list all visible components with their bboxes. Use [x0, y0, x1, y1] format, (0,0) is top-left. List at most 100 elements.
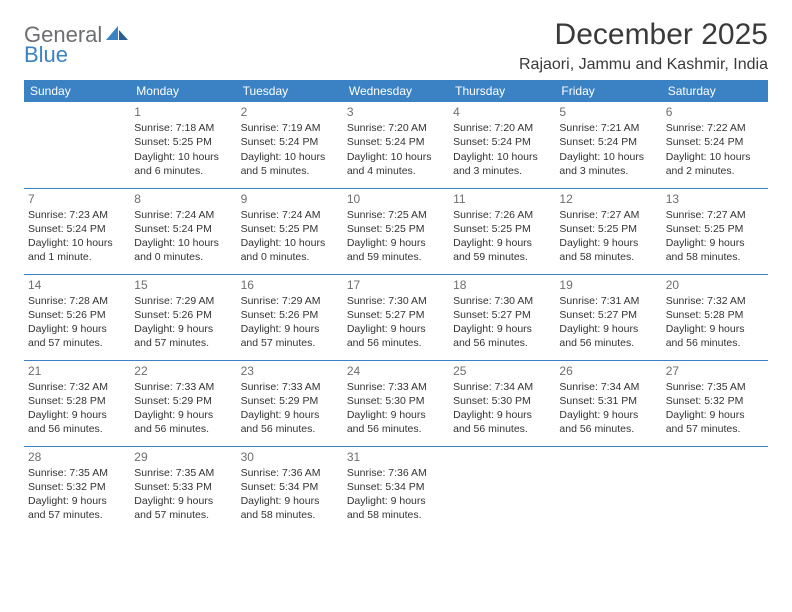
calendar-day-cell: 16Sunrise: 7:29 AMSunset: 5:26 PMDayligh…: [237, 274, 343, 360]
daylight-text: Daylight: 9 hours and 57 minutes.: [134, 322, 232, 350]
calendar-day-cell: 19Sunrise: 7:31 AMSunset: 5:27 PMDayligh…: [555, 274, 661, 360]
sunset-text: Sunset: 5:24 PM: [559, 135, 657, 149]
calendar-day-cell: 5Sunrise: 7:21 AMSunset: 5:24 PMDaylight…: [555, 102, 661, 188]
sunrise-text: Sunrise: 7:23 AM: [28, 208, 126, 222]
sunrise-text: Sunrise: 7:26 AM: [453, 208, 551, 222]
day-number: 21: [28, 363, 126, 379]
sunset-text: Sunset: 5:26 PM: [28, 308, 126, 322]
sunset-text: Sunset: 5:25 PM: [241, 222, 339, 236]
calendar-day-cell: 22Sunrise: 7:33 AMSunset: 5:29 PMDayligh…: [130, 360, 236, 446]
daylight-text: Daylight: 10 hours and 3 minutes.: [559, 150, 657, 178]
daylight-text: Daylight: 10 hours and 6 minutes.: [134, 150, 232, 178]
brand-subline: Blue: [24, 42, 68, 68]
calendar-day-cell: 1Sunrise: 7:18 AMSunset: 5:25 PMDaylight…: [130, 102, 236, 188]
day-number: 20: [666, 277, 764, 293]
calendar-day-cell: [555, 446, 661, 532]
calendar-day-cell: 15Sunrise: 7:29 AMSunset: 5:26 PMDayligh…: [130, 274, 236, 360]
sunrise-text: Sunrise: 7:35 AM: [666, 380, 764, 394]
day-number: 17: [347, 277, 445, 293]
sunrise-text: Sunrise: 7:25 AM: [347, 208, 445, 222]
day-number: 1: [134, 104, 232, 120]
sunset-text: Sunset: 5:24 PM: [666, 135, 764, 149]
sunrise-text: Sunrise: 7:28 AM: [28, 294, 126, 308]
calendar-day-cell: 10Sunrise: 7:25 AMSunset: 5:25 PMDayligh…: [343, 188, 449, 274]
daylight-text: Daylight: 9 hours and 56 minutes.: [347, 408, 445, 436]
calendar-day-cell: 20Sunrise: 7:32 AMSunset: 5:28 PMDayligh…: [662, 274, 768, 360]
calendar-day-cell: 11Sunrise: 7:26 AMSunset: 5:25 PMDayligh…: [449, 188, 555, 274]
page-header: General December 2025 Rajaori, Jammu and…: [24, 18, 768, 74]
daylight-text: Daylight: 10 hours and 3 minutes.: [453, 150, 551, 178]
day-header: Saturday: [662, 80, 768, 102]
daylight-text: Daylight: 9 hours and 56 minutes.: [559, 322, 657, 350]
calendar-week-row: 21Sunrise: 7:32 AMSunset: 5:28 PMDayligh…: [24, 360, 768, 446]
sunrise-text: Sunrise: 7:27 AM: [666, 208, 764, 222]
daylight-text: Daylight: 9 hours and 57 minutes.: [241, 322, 339, 350]
calendar-week-row: 14Sunrise: 7:28 AMSunset: 5:26 PMDayligh…: [24, 274, 768, 360]
day-number: 8: [134, 191, 232, 207]
sunset-text: Sunset: 5:27 PM: [347, 308, 445, 322]
daylight-text: Daylight: 9 hours and 56 minutes.: [241, 408, 339, 436]
day-number: 23: [241, 363, 339, 379]
day-number: 9: [241, 191, 339, 207]
sunset-text: Sunset: 5:24 PM: [453, 135, 551, 149]
sunrise-text: Sunrise: 7:24 AM: [134, 208, 232, 222]
calendar-day-cell: 31Sunrise: 7:36 AMSunset: 5:34 PMDayligh…: [343, 446, 449, 532]
day-number: 30: [241, 449, 339, 465]
sunrise-text: Sunrise: 7:36 AM: [241, 466, 339, 480]
sunrise-text: Sunrise: 7:22 AM: [666, 121, 764, 135]
sunset-text: Sunset: 5:24 PM: [134, 222, 232, 236]
sunrise-text: Sunrise: 7:24 AM: [241, 208, 339, 222]
daylight-text: Daylight: 10 hours and 5 minutes.: [241, 150, 339, 178]
day-number: 25: [453, 363, 551, 379]
calendar-day-cell: 17Sunrise: 7:30 AMSunset: 5:27 PMDayligh…: [343, 274, 449, 360]
sunset-text: Sunset: 5:30 PM: [453, 394, 551, 408]
sunset-text: Sunset: 5:25 PM: [666, 222, 764, 236]
calendar-week-row: 7Sunrise: 7:23 AMSunset: 5:24 PMDaylight…: [24, 188, 768, 274]
sunrise-text: Sunrise: 7:30 AM: [453, 294, 551, 308]
calendar-day-cell: 2Sunrise: 7:19 AMSunset: 5:24 PMDaylight…: [237, 102, 343, 188]
daylight-text: Daylight: 10 hours and 2 minutes.: [666, 150, 764, 178]
daylight-text: Daylight: 10 hours and 0 minutes.: [134, 236, 232, 264]
sunset-text: Sunset: 5:33 PM: [134, 480, 232, 494]
calendar-day-cell: [662, 446, 768, 532]
sunrise-text: Sunrise: 7:30 AM: [347, 294, 445, 308]
calendar-day-cell: 28Sunrise: 7:35 AMSunset: 5:32 PMDayligh…: [24, 446, 130, 532]
calendar-day-cell: 21Sunrise: 7:32 AMSunset: 5:28 PMDayligh…: [24, 360, 130, 446]
calendar-day-cell: 3Sunrise: 7:20 AMSunset: 5:24 PMDaylight…: [343, 102, 449, 188]
day-number: 31: [347, 449, 445, 465]
sunrise-text: Sunrise: 7:27 AM: [559, 208, 657, 222]
daylight-text: Daylight: 9 hours and 58 minutes.: [559, 236, 657, 264]
day-number: 15: [134, 277, 232, 293]
daylight-text: Daylight: 9 hours and 56 minutes.: [28, 408, 126, 436]
calendar-day-cell: 24Sunrise: 7:33 AMSunset: 5:30 PMDayligh…: [343, 360, 449, 446]
day-number: 14: [28, 277, 126, 293]
day-header: Monday: [130, 80, 236, 102]
brand-sail-icon: [106, 24, 128, 47]
daylight-text: Daylight: 10 hours and 1 minute.: [28, 236, 126, 264]
daylight-text: Daylight: 9 hours and 58 minutes.: [347, 494, 445, 522]
sunset-text: Sunset: 5:26 PM: [134, 308, 232, 322]
daylight-text: Daylight: 9 hours and 56 minutes.: [559, 408, 657, 436]
calendar-day-cell: 4Sunrise: 7:20 AMSunset: 5:24 PMDaylight…: [449, 102, 555, 188]
sunrise-text: Sunrise: 7:21 AM: [559, 121, 657, 135]
day-number: 18: [453, 277, 551, 293]
daylight-text: Daylight: 9 hours and 56 minutes.: [134, 408, 232, 436]
daylight-text: Daylight: 9 hours and 57 minutes.: [666, 408, 764, 436]
day-number: 12: [559, 191, 657, 207]
day-header: Wednesday: [343, 80, 449, 102]
day-number: 5: [559, 104, 657, 120]
sunset-text: Sunset: 5:24 PM: [28, 222, 126, 236]
daylight-text: Daylight: 9 hours and 59 minutes.: [453, 236, 551, 264]
day-number: 16: [241, 277, 339, 293]
daylight-text: Daylight: 9 hours and 57 minutes.: [28, 494, 126, 522]
day-number: 3: [347, 104, 445, 120]
sunrise-text: Sunrise: 7:32 AM: [666, 294, 764, 308]
sunrise-text: Sunrise: 7:33 AM: [347, 380, 445, 394]
day-header: Sunday: [24, 80, 130, 102]
sunrise-text: Sunrise: 7:20 AM: [347, 121, 445, 135]
month-title: December 2025: [519, 18, 768, 52]
day-number: 27: [666, 363, 764, 379]
sunrise-text: Sunrise: 7:36 AM: [347, 466, 445, 480]
daylight-text: Daylight: 9 hours and 59 minutes.: [347, 236, 445, 264]
sunset-text: Sunset: 5:27 PM: [559, 308, 657, 322]
